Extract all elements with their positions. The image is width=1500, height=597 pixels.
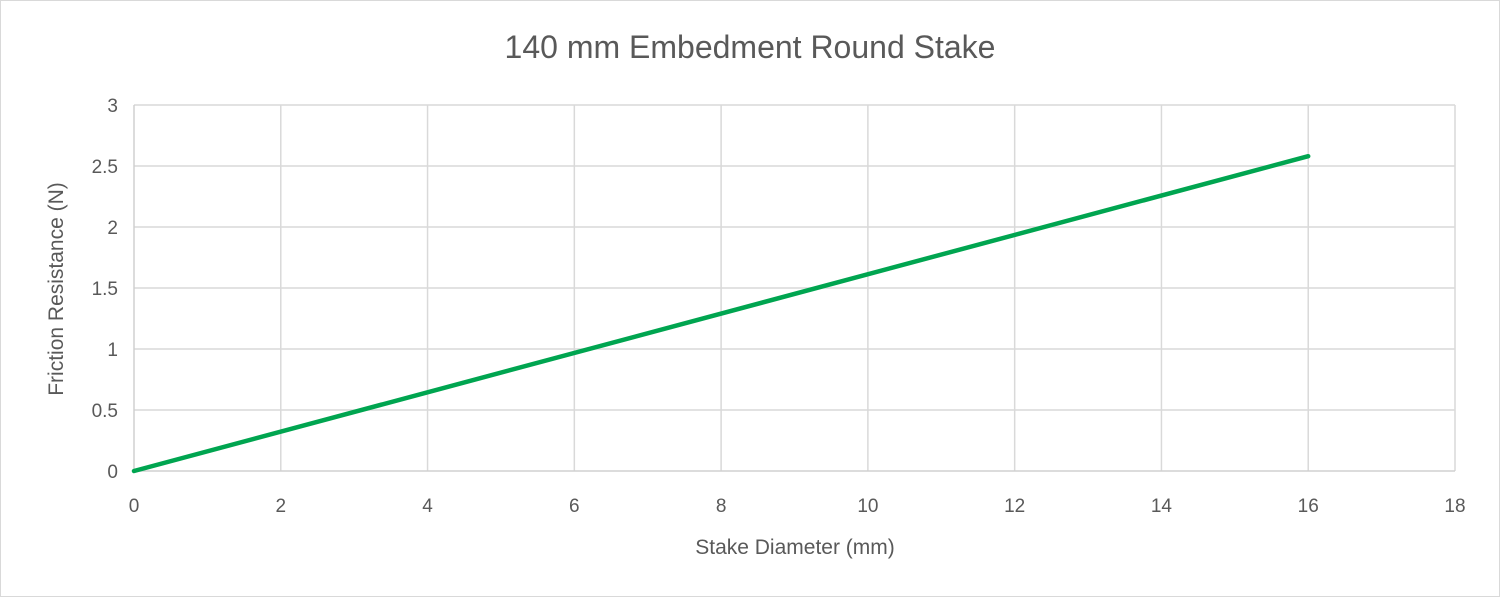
y-tick-label: 1.5 [92, 279, 118, 300]
y-tick-label: 2.5 [92, 157, 118, 178]
y-tick-label: 2 [107, 218, 118, 239]
x-tick-label: 18 [1444, 496, 1465, 517]
x-tick-label: 10 [857, 496, 878, 517]
y-tick-label: 1 [107, 340, 118, 361]
x-tick-label: 12 [1004, 496, 1025, 517]
y-tick-label: 3 [107, 96, 118, 117]
series-line [131, 153, 1311, 474]
x-axis-label: Stake Diameter (mm) [695, 536, 895, 559]
x-tick-label: 0 [129, 496, 140, 517]
y-axis-label: Friction Resistance (N) [45, 182, 68, 396]
chart-title: 140 mm Embedment Round Stake [505, 29, 996, 65]
tick-labels: 0 0.5 1 1.5 2 2.5 3 0 2 4 6 8 10 12 14 16 18 [92, 96, 1466, 517]
x-tick-label: 8 [716, 496, 727, 517]
x-tick-label: 4 [422, 496, 433, 517]
y-tick-label: 0.5 [92, 401, 118, 422]
x-tick-label: 14 [1151, 496, 1173, 517]
series-layer [131, 153, 1311, 474]
x-tick-label: 2 [275, 496, 286, 517]
y-tick-label: 0 [107, 462, 118, 483]
x-tick-label: 6 [569, 496, 580, 517]
x-tick-label: 16 [1298, 496, 1319, 517]
axes [133, 105, 1455, 472]
